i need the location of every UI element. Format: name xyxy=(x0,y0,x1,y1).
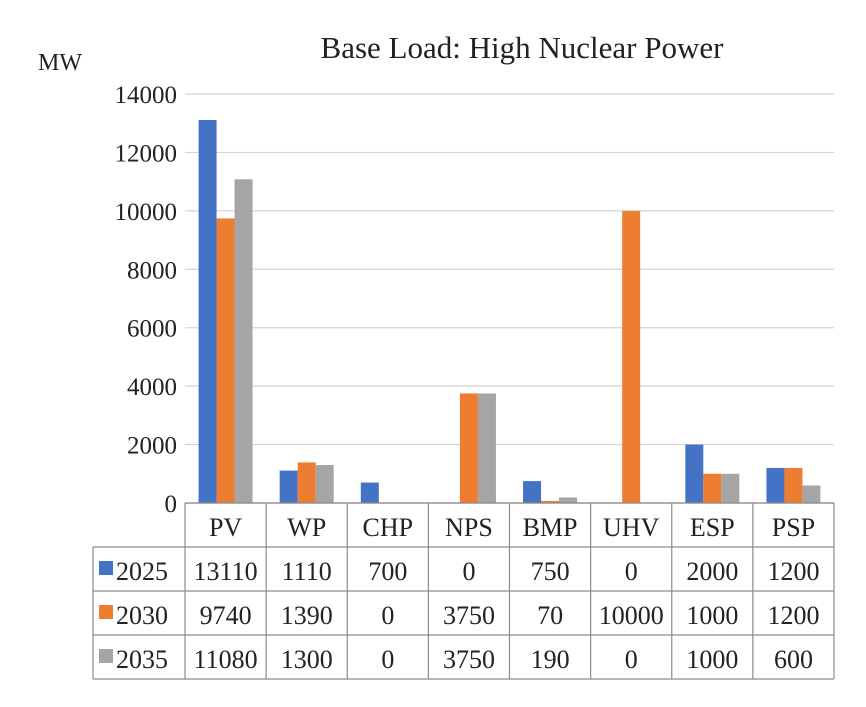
data-label: 1390 xyxy=(281,601,333,630)
legend-label: 2025 xyxy=(116,557,168,586)
y-tick-label: 0 xyxy=(165,491,178,518)
data-label: 600 xyxy=(774,645,813,674)
y-tick-label: 14000 xyxy=(115,82,178,109)
data-label: 750 xyxy=(531,557,570,586)
y-tick-label: 2000 xyxy=(127,433,177,460)
x-tick-label: BMP xyxy=(523,513,578,542)
bar-2030-PV xyxy=(216,218,235,503)
legend-swatch-2025 xyxy=(99,561,113,575)
legend-label: 2035 xyxy=(116,645,168,674)
data-label: 2000 xyxy=(686,557,738,586)
x-tick-label: ESP xyxy=(690,513,735,542)
y-tick-label: 6000 xyxy=(127,316,177,343)
y-axis-ticks: 0 2000 4000 6000 8000 10000 12000 14000 xyxy=(115,82,178,518)
data-label: 1200 xyxy=(767,557,819,586)
y-tick-label: 8000 xyxy=(127,257,177,284)
data-label: 190 xyxy=(531,645,570,674)
x-tick-label: WP xyxy=(287,513,326,542)
y-axis-unit-label: MW xyxy=(38,50,82,76)
bar-2025-BMP xyxy=(523,481,542,503)
data-label: 9740 xyxy=(200,601,252,630)
x-tick-label: PV xyxy=(209,513,242,542)
bars xyxy=(198,120,821,503)
data-label: 0 xyxy=(381,601,394,630)
x-tick-label: PSP xyxy=(772,513,815,542)
bar-2035-NPS xyxy=(477,393,496,503)
data-label: 0 xyxy=(625,557,638,586)
x-tick-label: NPS xyxy=(445,513,493,542)
legend-label: 2030 xyxy=(116,601,168,630)
bar-2025-PSP xyxy=(766,467,785,503)
y-tick-label: 10000 xyxy=(115,199,178,226)
bar-2030-PSP xyxy=(784,467,803,503)
bar-2035-ESP xyxy=(721,473,740,503)
bar-2025-CHP xyxy=(360,482,379,503)
x-tick-label: CHP xyxy=(363,513,414,542)
data-label: 1000 xyxy=(686,601,738,630)
data-label: 1300 xyxy=(281,645,333,674)
gridlines xyxy=(185,93,834,504)
data-label: 1110 xyxy=(282,557,332,586)
data-label: 0 xyxy=(625,645,638,674)
data-label: 700 xyxy=(368,557,407,586)
legend-swatch-2030 xyxy=(99,605,113,619)
x-tick-label: UHV xyxy=(603,513,660,542)
bar-2030-ESP xyxy=(703,473,722,503)
bar-2030-NPS xyxy=(459,393,478,503)
chart-title: Base Load: High Nuclear Power xyxy=(321,30,725,65)
data-label: 13110 xyxy=(194,557,258,586)
data-label: 3750 xyxy=(443,601,495,630)
bar-2030-UHV xyxy=(622,210,641,503)
data-label: 10000 xyxy=(599,601,664,630)
bar-2035-PSP xyxy=(802,485,821,503)
data-label: 0 xyxy=(381,645,394,674)
bar-2035-PV xyxy=(234,179,253,503)
bar-2030-WP xyxy=(297,462,316,503)
y-tick-label: 4000 xyxy=(127,374,177,401)
legend-swatch-2035 xyxy=(99,649,113,663)
data-label: 11080 xyxy=(194,645,258,674)
bar-2025-WP xyxy=(279,470,298,503)
data-label: 1000 xyxy=(686,645,738,674)
bar-2035-BMP xyxy=(559,497,578,503)
bar-2025-PV xyxy=(198,120,217,503)
bar-2025-ESP xyxy=(685,444,704,503)
bar-2030-BMP xyxy=(541,500,560,503)
y-tick-label: 12000 xyxy=(115,140,178,167)
data-label: 0 xyxy=(462,557,475,586)
bar-2035-WP xyxy=(315,465,334,503)
data-label: 70 xyxy=(537,601,563,630)
data-label: 1200 xyxy=(767,601,819,630)
data-label: 3750 xyxy=(443,645,495,674)
